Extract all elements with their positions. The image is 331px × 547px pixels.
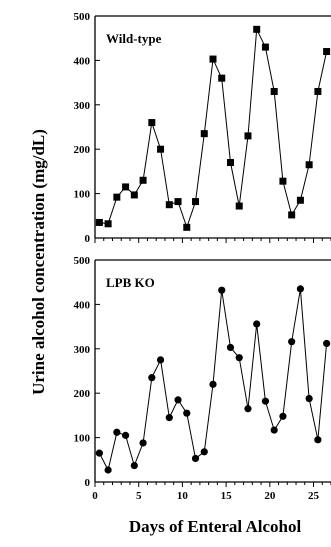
- y-tick-label: 100: [74, 433, 91, 445]
- data-point: [288, 338, 296, 346]
- y-tick-label: 300: [74, 100, 91, 112]
- data-point: [156, 356, 165, 364]
- data-point: [174, 198, 182, 206]
- data-point: [261, 43, 269, 51]
- data-point: [323, 48, 331, 56]
- data-point: [192, 198, 200, 206]
- data-point: [218, 74, 226, 82]
- data-point: [226, 343, 235, 352]
- data-point: [104, 466, 112, 474]
- data-point: [165, 201, 173, 209]
- x-tick-label: 10: [177, 490, 189, 502]
- y-tick-label: 400: [74, 299, 91, 311]
- data-point: [148, 119, 156, 127]
- x-axis-title: Days of Enteral Alcohol: [129, 517, 302, 536]
- y-tick-label: 0: [85, 233, 91, 245]
- data-point: [253, 320, 261, 328]
- data-point: [270, 426, 278, 434]
- x-tick-label: 20: [264, 490, 276, 502]
- data-point: [226, 159, 234, 167]
- data-point: [279, 412, 287, 420]
- data-point: [95, 449, 103, 457]
- y-tick-label: 200: [74, 144, 91, 156]
- x-tick-label: 5: [136, 490, 142, 502]
- data-point: [157, 145, 165, 153]
- data-point: [253, 25, 261, 33]
- data-point: [314, 87, 322, 95]
- y-tick-label: 500: [74, 255, 91, 267]
- data-point: [104, 220, 112, 228]
- series-line: [98, 288, 328, 472]
- data-point: [235, 202, 243, 210]
- panel-label: Wild-type: [106, 31, 162, 46]
- x-tick-label: 25: [308, 490, 320, 502]
- data-point: [288, 211, 296, 219]
- data-point: [314, 436, 322, 444]
- data-point: [113, 193, 121, 201]
- data-point: [279, 177, 287, 185]
- panel-label: LPB KO: [106, 275, 155, 290]
- data-point: [113, 428, 121, 436]
- data-point: [130, 461, 138, 470]
- data-point: [122, 183, 130, 191]
- y-tick-label: 400: [74, 55, 91, 67]
- data-point: [148, 374, 156, 382]
- x-tick-label: 15: [221, 490, 233, 502]
- data-point: [130, 191, 138, 199]
- y-tick-label: 300: [74, 344, 91, 356]
- data-point: [296, 196, 304, 204]
- data-point: [244, 132, 252, 140]
- y-axis-title-group: Urine alcohol concentration (mg/dL): [29, 129, 48, 395]
- y-tick-label: 0: [85, 477, 91, 489]
- data-point: [218, 286, 226, 294]
- data-point: [121, 431, 130, 439]
- data-point: [200, 448, 208, 456]
- data-point: [191, 454, 200, 463]
- data-point: [209, 55, 217, 63]
- y-tick-label: 200: [74, 388, 91, 400]
- data-point: [165, 414, 173, 422]
- data-point: [261, 397, 270, 405]
- x-tick-label: 0: [92, 490, 98, 502]
- data-point: [183, 409, 191, 417]
- data-point: [323, 339, 331, 348]
- y-axis-title: Urine alcohol concentration (mg/dL): [29, 129, 48, 395]
- data-point: [139, 439, 147, 447]
- y-tick-label: 500: [74, 11, 91, 23]
- data-point: [95, 218, 103, 226]
- data-point: [200, 130, 208, 138]
- data-point: [244, 405, 252, 413]
- data-point: [183, 223, 191, 231]
- data-point: [174, 396, 182, 404]
- data-point: [139, 176, 147, 184]
- data-point: [305, 394, 313, 403]
- data-point: [305, 161, 313, 169]
- chart-panel-lpb-ko: 0 100 200 300 400 500 0 5 10 15 20 25 LPB KO: [74, 255, 331, 502]
- data-point: [270, 87, 278, 95]
- data-point: [209, 380, 217, 388]
- chart-panel-wild-type: 0 100 200 300 400 500 Wild-type: [74, 11, 331, 245]
- y-tick-label: 100: [74, 189, 91, 201]
- data-point: [296, 285, 305, 293]
- data-point: [235, 354, 243, 362]
